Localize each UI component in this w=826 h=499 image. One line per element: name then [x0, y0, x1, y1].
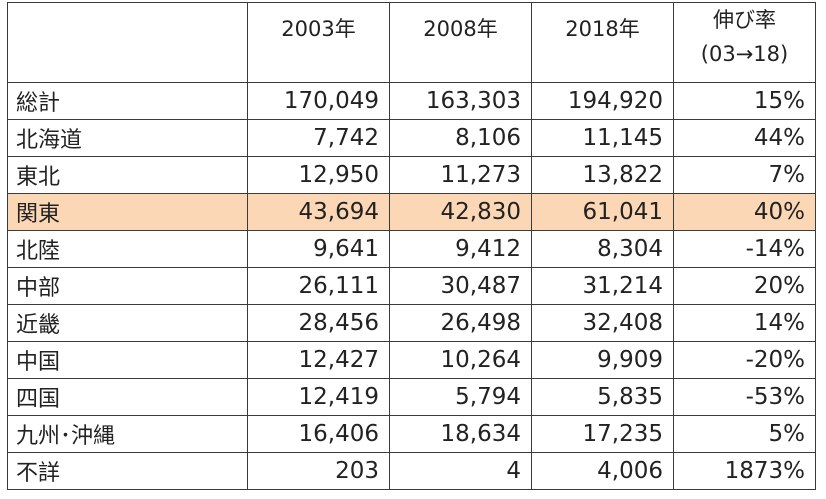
table-row: 北海道 7,742 8,106 11,145 44% — [7, 119, 816, 157]
region-name-cell: 四国 — [7, 378, 248, 416]
region-name-cell: 北陸 — [7, 230, 248, 268]
value-2008-cell: 18,634 — [389, 415, 532, 453]
growth-rate-cell: 14% — [673, 304, 816, 342]
header-2018: 2018年 — [531, 2, 674, 83]
value-2018-cell: 194,920 — [531, 82, 674, 120]
value-2008-cell: 5,794 — [389, 378, 532, 416]
table-row: 北陸 9,641 9,412 8,304 -14% — [7, 230, 816, 268]
growth-rate-cell: 1873% — [673, 452, 816, 490]
region-name-cell: 不詳 — [7, 452, 248, 490]
header-2008: 2008年 — [389, 2, 532, 83]
value-2003-cell: 28,456 — [247, 304, 390, 342]
value-2018-cell: 11,145 — [531, 119, 674, 157]
table-row: 九州･沖縄 16,406 18,634 17,235 5% — [7, 415, 816, 453]
value-2003-cell: 7,742 — [247, 119, 390, 157]
growth-rate-cell: 40% — [673, 193, 816, 231]
growth-rate-cell: 44% — [673, 119, 816, 157]
value-2018-cell: 4,006 — [531, 452, 674, 490]
value-2018-cell: 5,835 — [531, 378, 674, 416]
value-2018-cell: 17,235 — [531, 415, 674, 453]
value-2018-cell: 61,041 — [531, 193, 674, 231]
regional-data-table: 2003年 2008年 2018年 伸び率 (03→18) 総計 170,049 1… — [7, 2, 816, 490]
table-row: 四国 12,419 5,794 5,835 -53% — [7, 378, 816, 416]
value-2018-cell: 13,822 — [531, 156, 674, 194]
region-name-cell: 近畿 — [7, 304, 248, 342]
value-2003-cell: 12,427 — [247, 341, 390, 379]
table-row: 東北 12,950 11,273 13,822 7% — [7, 156, 816, 194]
header-region — [7, 2, 248, 83]
value-2018-cell: 9,909 — [531, 341, 674, 379]
value-2008-cell: 11,273 — [389, 156, 532, 194]
growth-rate-cell: 15% — [673, 82, 816, 120]
region-name-cell: 九州･沖縄 — [7, 415, 248, 453]
header-row: 2003年 2008年 2018年 伸び率 (03→18) — [7, 2, 816, 83]
value-2003-cell: 12,950 — [247, 156, 390, 194]
value-2008-cell: 4 — [389, 452, 532, 490]
table-row: 中国 12,427 10,264 9,909 -20% — [7, 341, 816, 379]
table-row: 近畿 28,456 26,498 32,408 14% — [7, 304, 816, 342]
header-growth-rate-title: 伸び率 — [713, 8, 776, 32]
region-name-cell: 東北 — [7, 156, 248, 194]
region-name-cell: 中国 — [7, 341, 248, 379]
region-name-cell: 北海道 — [7, 119, 248, 157]
growth-rate-cell: -20% — [673, 341, 816, 379]
value-2008-cell: 30,487 — [389, 267, 532, 305]
value-2008-cell: 26,498 — [389, 304, 532, 342]
growth-rate-cell: -53% — [673, 378, 816, 416]
value-2003-cell: 43,694 — [247, 193, 390, 231]
growth-rate-cell: 7% — [673, 156, 816, 194]
value-2003-cell: 203 — [247, 452, 390, 490]
value-2003-cell: 26,111 — [247, 267, 390, 305]
value-2003-cell: 170,049 — [247, 82, 390, 120]
value-2008-cell: 42,830 — [389, 193, 532, 231]
value-2003-cell: 12,419 — [247, 378, 390, 416]
header-2003: 2003年 — [247, 2, 390, 83]
value-2008-cell: 8,106 — [389, 119, 532, 157]
table-row: 中部 26,111 30,487 31,214 20% — [7, 267, 816, 305]
table-row: 総計 170,049 163,303 194,920 15% — [7, 82, 816, 120]
growth-rate-cell: 5% — [673, 415, 816, 453]
table-row: 関東 43,694 42,830 61,041 40% — [7, 193, 816, 231]
header-growth-rate-period: (03→18) — [700, 42, 789, 66]
region-name-cell: 中部 — [7, 267, 248, 305]
value-2008-cell: 163,303 — [389, 82, 532, 120]
value-2003-cell: 16,406 — [247, 415, 390, 453]
growth-rate-cell: 20% — [673, 267, 816, 305]
value-2018-cell: 8,304 — [531, 230, 674, 268]
growth-rate-cell: -14% — [673, 230, 816, 268]
value-2018-cell: 32,408 — [531, 304, 674, 342]
value-2008-cell: 10,264 — [389, 341, 532, 379]
region-name-cell: 関東 — [7, 193, 248, 231]
header-growth-rate: 伸び率 (03→18) — [673, 2, 816, 83]
region-name-cell: 総計 — [7, 82, 248, 120]
value-2008-cell: 9,412 — [389, 230, 532, 268]
table-row: 不詳 203 4 4,006 1873% — [7, 452, 816, 490]
value-2018-cell: 31,214 — [531, 267, 674, 305]
value-2003-cell: 9,641 — [247, 230, 390, 268]
